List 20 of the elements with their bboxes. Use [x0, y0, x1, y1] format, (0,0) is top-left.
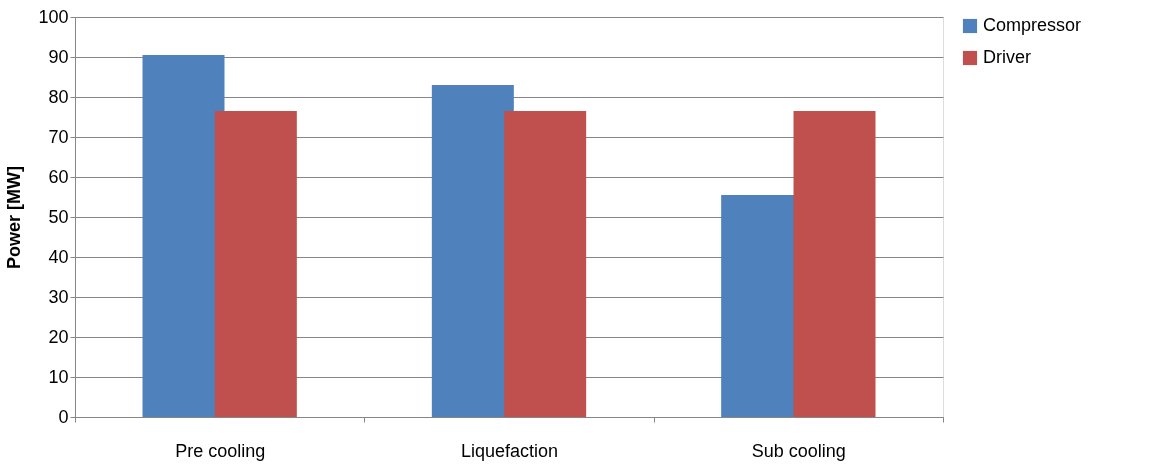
legend-label: Compressor [983, 15, 1082, 35]
y-tick-label: 70 [48, 126, 69, 147]
y-tick-label: 30 [48, 286, 69, 307]
y-tick-label: 90 [48, 46, 69, 67]
legend-label: Driver [983, 47, 1031, 67]
bar [214, 111, 297, 417]
y-tick-label: 80 [48, 86, 69, 107]
y-tick-label: 0 [58, 406, 69, 427]
x-tick-label: Liquefaction [460, 440, 559, 461]
y-tick-label: 40 [48, 246, 69, 267]
bar [504, 111, 587, 417]
x-tick-label: Pre cooling [175, 440, 266, 461]
y-axis-title: Power [MW] [4, 166, 25, 269]
y-tick-label: 20 [48, 326, 69, 347]
y-tick-label: 10 [48, 366, 69, 387]
y-tick-label: 60 [48, 166, 69, 187]
y-tick-label: 50 [48, 206, 69, 227]
x-tick-label: Sub cooling [751, 440, 846, 461]
bar [793, 111, 876, 417]
y-tick-label: 100 [38, 6, 69, 27]
